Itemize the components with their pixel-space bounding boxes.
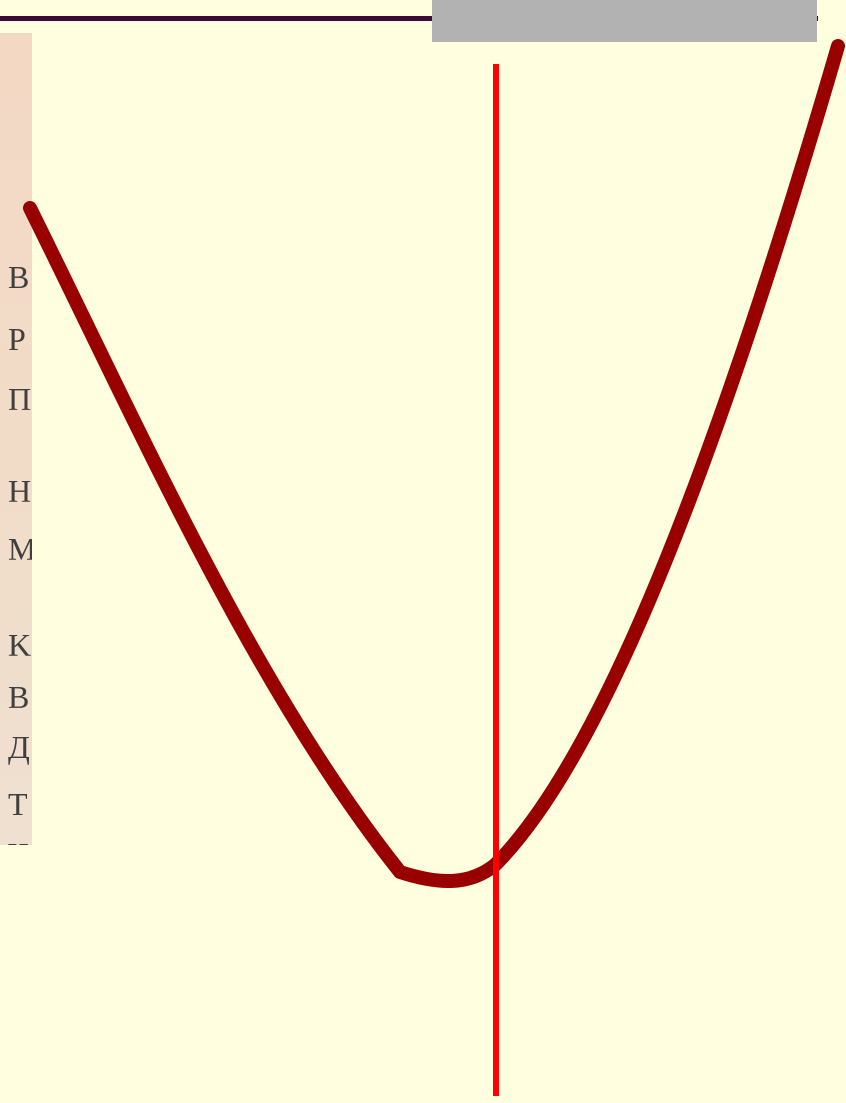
scan-letter: Η	[8, 473, 32, 509]
scan-letter: Κ	[8, 627, 32, 663]
scan-letter: Β	[8, 679, 30, 715]
scan-letter: Т	[8, 786, 28, 822]
top-rule	[0, 16, 818, 21]
scan-letter: Ч	[8, 838, 29, 845]
scan-letter: Д	[8, 729, 30, 765]
scan-letter: P	[8, 321, 26, 357]
top-grey-bar	[432, 0, 817, 42]
parabola-curve	[23, 39, 845, 889]
scan-letter: Π	[8, 381, 32, 417]
scanned-page-strip: B P Π Η Μ Κ Β Д Т Ч	[0, 33, 32, 845]
scan-letter: B	[8, 259, 30, 295]
scan-letter: Μ	[8, 531, 32, 567]
